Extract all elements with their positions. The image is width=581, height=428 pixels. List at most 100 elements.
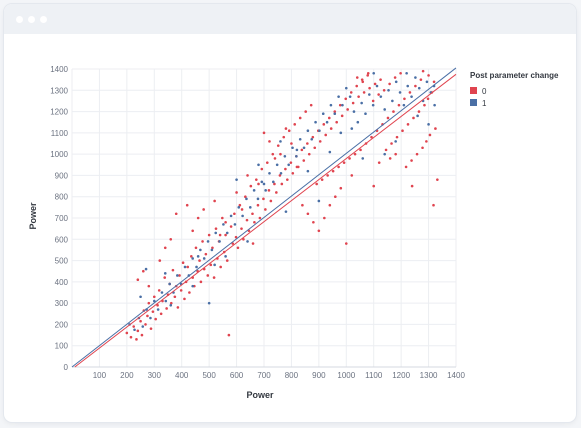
scatter-point-series-1 — [402, 103, 406, 107]
scatter-point-series-0 — [410, 184, 414, 188]
scatter-point-series-1 — [241, 214, 244, 218]
scatter-point-series-0 — [368, 86, 371, 90]
legend-title: Post parameter change — [470, 71, 559, 80]
scatter-point-series-0 — [406, 123, 410, 126]
scatter-point-series-0 — [291, 172, 295, 175]
x-tick-label: 700 — [257, 371, 271, 380]
scatter-point-series-1 — [427, 123, 430, 126]
scatter-point-series-1 — [344, 86, 348, 90]
scatter-point-series-1 — [224, 255, 227, 258]
scatter-point-series-1 — [183, 265, 187, 269]
scatter-point-series-0 — [417, 110, 421, 113]
scatter-point-series-1 — [169, 303, 173, 307]
scatter-point-series-0 — [218, 233, 222, 237]
scatter-point-series-0 — [421, 146, 424, 150]
scatter-point-series-0 — [199, 280, 203, 284]
scatter-point-series-0 — [253, 220, 256, 224]
scatter-point-series-1 — [398, 91, 402, 94]
scatter-point-series-1 — [379, 95, 383, 98]
scatter-point-series-0 — [209, 263, 213, 267]
scatter-point-series-0 — [147, 284, 151, 288]
scatter-point-series-0 — [190, 255, 193, 258]
y-tick-label: 100 — [55, 342, 69, 351]
y-tick-label: 700 — [55, 214, 69, 223]
scatter-point-series-0 — [211, 246, 214, 250]
window-maximize-dot[interactable] — [40, 16, 47, 23]
scatter-point-series-1 — [164, 299, 168, 303]
window-minimize-dot[interactable] — [28, 16, 35, 23]
scatter-point-series-1 — [410, 95, 413, 98]
window-close-dot[interactable] — [16, 16, 23, 23]
scatter-point-series-0 — [318, 140, 322, 143]
legend-label-1[interactable]: 1 — [482, 99, 487, 108]
scatter-point-series-0 — [370, 135, 373, 139]
scatter-point-series-1 — [372, 71, 376, 75]
scatter-chart: 100 200 300 400 500 600 700 800 900 1000 1100 1200 1… — [28, 65, 559, 400]
scatter-point-series-0 — [219, 265, 222, 269]
scatter-point-series-0 — [234, 235, 238, 239]
scatter-point-series-0 — [152, 295, 156, 299]
scatter-point-series-0 — [348, 157, 351, 160]
scatter-point-series-1 — [417, 86, 421, 90]
scatter-point-series-1 — [287, 163, 290, 167]
scatter-point-series-0 — [163, 276, 167, 279]
scatter-point-series-1 — [302, 146, 306, 150]
scatter-point-series-1 — [339, 131, 343, 135]
legend-swatch-1[interactable] — [470, 99, 477, 106]
scatter-point-series-0 — [311, 135, 315, 139]
scatter-point-series-1 — [414, 76, 417, 79]
scatter-point-series-1 — [328, 150, 332, 154]
scatter-points — [125, 69, 439, 341]
scatter-point-series-0 — [257, 182, 260, 186]
scatter-point-series-0 — [171, 268, 175, 272]
y-tick-label: 1000 — [50, 150, 68, 159]
scatter-point-series-1 — [317, 199, 321, 203]
scatter-point-series-1 — [325, 120, 329, 124]
scatter-point-series-0 — [395, 135, 399, 139]
scatter-point-series-0 — [388, 157, 392, 160]
scatter-point-series-0 — [339, 186, 343, 190]
legend-swatch-0[interactable] — [470, 87, 477, 94]
scatter-point-series-1 — [333, 112, 337, 115]
x-tick-label: 500 — [202, 371, 216, 380]
scatter-point-series-1 — [291, 146, 294, 150]
scatter-point-series-1 — [256, 197, 260, 201]
y-tick-label: 200 — [55, 320, 69, 329]
scatter-point-series-0 — [224, 233, 227, 237]
scatter-point-series-0 — [372, 184, 376, 188]
scatter-point-series-1 — [306, 169, 310, 173]
scatter-point-series-0 — [371, 99, 375, 103]
scatter-point-series-0 — [169, 301, 173, 305]
scatter-point-series-1 — [176, 274, 179, 277]
scatter-point-series-1 — [233, 223, 237, 226]
y-tick-label: 500 — [55, 257, 69, 266]
scatter-point-series-0 — [392, 110, 395, 113]
scatter-point-series-0 — [125, 331, 129, 335]
chart-panel: 100 200 300 400 500 600 700 800 900 1000 1100 1200 1… — [12, 34, 568, 414]
scatter-point-series-0 — [178, 274, 181, 277]
scatter-point-series-1 — [416, 114, 419, 118]
scatter-point-series-1 — [350, 127, 354, 130]
scatter-point-series-0 — [309, 103, 313, 107]
scatter-point-series-1 — [348, 95, 352, 98]
scatter-point-series-1 — [321, 112, 325, 115]
scatter-point-series-1 — [352, 110, 356, 113]
scatter-point-series-1 — [252, 189, 256, 192]
scatter-point-series-1 — [298, 137, 302, 141]
scatter-point-series-0 — [183, 297, 186, 301]
scatter-point-series-0 — [359, 148, 362, 152]
scatter-point-series-1 — [394, 80, 398, 84]
y-tick-label: 1400 — [50, 65, 68, 74]
y-tick-label: 400 — [55, 278, 69, 287]
scatter-point-series-0 — [204, 252, 208, 256]
x-tick-label: 1400 — [447, 371, 465, 380]
scatter-point-series-0 — [286, 178, 289, 181]
x-tick-label: 300 — [148, 371, 162, 380]
scatter-point-series-0 — [225, 259, 229, 262]
legend-label-0[interactable]: 0 — [482, 87, 487, 96]
scatter-point-series-1 — [375, 84, 379, 88]
y-tick-label: 0 — [64, 363, 69, 372]
scatter-point-series-0 — [157, 289, 161, 292]
scatter-point-series-0 — [179, 289, 183, 292]
scatter-point-series-0 — [278, 174, 282, 177]
